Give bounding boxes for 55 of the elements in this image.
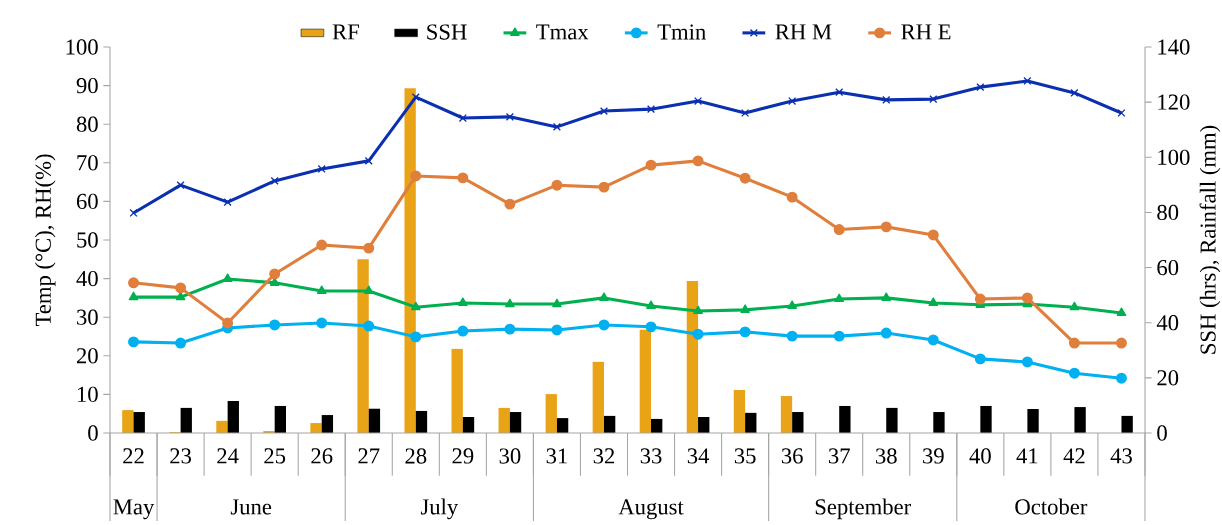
y-tick-label: 90	[76, 77, 98, 94]
x-tick-label: 32	[593, 448, 615, 464]
x-tick-label: 41	[1016, 448, 1038, 464]
legend-label: SSH	[427, 24, 467, 40]
x-tick-label: 30	[499, 448, 521, 464]
y2-tick-label: 120	[1158, 94, 1190, 110]
y-tick-label: 10	[77, 386, 98, 403]
text: June	[230, 499, 272, 515]
y-axis-title: Temp (°C), RH(%)	[34, 154, 56, 327]
x-tick-label: 26	[311, 448, 333, 464]
text: July	[420, 498, 459, 520]
y-tick-label: 20	[76, 348, 98, 364]
x-tick-label: 23	[170, 448, 192, 464]
x-tick-label: 24	[217, 448, 239, 464]
y2-tick-label: 0	[1157, 425, 1167, 441]
x-tick-label: 25	[264, 448, 286, 464]
x-tick-label: 29	[452, 448, 474, 464]
y2-tick-label: 100	[1158, 149, 1190, 165]
x-tick-label: 35	[734, 448, 756, 464]
x-tick-label: 36	[781, 448, 803, 464]
text: October	[1015, 498, 1088, 515]
x-tick-label: 39	[923, 448, 944, 464]
y-tick-label: 70	[77, 155, 98, 171]
legend-label: Tmax	[536, 24, 589, 40]
x-tick-label: 42	[1063, 448, 1085, 464]
text: May	[113, 499, 155, 520]
y2-tick-label: 60	[1157, 259, 1179, 276]
x-tick-label: 37	[828, 448, 850, 464]
legend-label: Tmin	[657, 24, 706, 40]
x-tick-label: 34	[687, 448, 710, 464]
y-tick-label: 60	[76, 193, 98, 210]
x-tick-label: 33	[640, 448, 662, 464]
legend-label: RH M	[775, 24, 832, 40]
y-tick-label: 40	[76, 270, 98, 287]
x-tick-label: 31	[546, 448, 567, 464]
y2-tick-label: 80	[1157, 204, 1179, 221]
x-tick-label: 43	[1110, 448, 1132, 464]
y2-tick-label: 140	[1158, 39, 1190, 55]
y2-tick-label: 20	[1157, 370, 1179, 386]
legend-label: RF	[332, 24, 359, 40]
y-tick-label: 80	[76, 116, 98, 132]
x-tick-label: 40	[969, 448, 991, 464]
x-tick-label: 28	[405, 448, 427, 464]
y-tick-label: 0	[88, 425, 98, 441]
y-tick-label: 100	[66, 39, 98, 55]
legend-label: RH E	[901, 24, 951, 40]
text: August	[618, 499, 684, 520]
y2-tick-label: 40	[1156, 315, 1179, 331]
y2-axis-title: SSH (hrs), Rainfall (mm)	[1199, 125, 1221, 354]
y-tick-label: 30	[77, 309, 98, 325]
x-tick-label: 38	[876, 448, 897, 464]
x-tick-label: 27	[358, 448, 380, 464]
x-tick-label: 22	[123, 448, 144, 464]
y-tick-label: 50	[77, 232, 98, 248]
text: September	[815, 498, 911, 520]
